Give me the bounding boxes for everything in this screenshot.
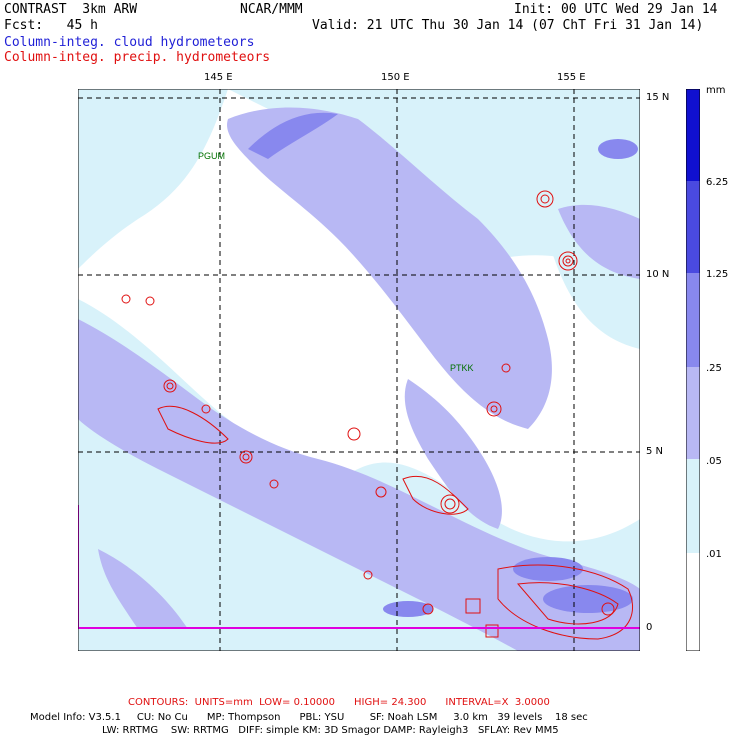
colorbar-band-4 — [686, 367, 700, 459]
model-info-line2: LW: RRTMG SW: RRTMG DIFF: simple KM: 3D … — [102, 725, 559, 736]
lat-label-5n: 5 N — [646, 446, 664, 457]
center-title: NCAR/MMM — [240, 2, 303, 17]
colorbar-unit: mm — [706, 85, 726, 96]
lon-label-155: 155 E — [557, 72, 586, 83]
lat-label-10n: 10 N — [646, 269, 670, 280]
colorbar-level-5: .01 — [706, 549, 722, 560]
lon-label-150: 150 E — [381, 72, 410, 83]
cloud-dark-shading — [248, 112, 638, 617]
model-info-line1: Model Info: V3.5.1 CU: No Cu MP: Thompso… — [30, 712, 588, 723]
forecast-hour: Fcst: 45 h — [4, 18, 98, 33]
colorbar-level-2: 1.25 — [706, 269, 729, 280]
colorbar-level-4: .05 — [706, 456, 722, 467]
colorbar-band-1 — [686, 89, 700, 181]
station-pgum: PGUM — [198, 151, 225, 161]
colorbar-band-6 — [686, 553, 700, 651]
cloud-field-title: Column-integ. cloud hydrometeors — [4, 35, 255, 50]
lon-label-145: 145 E — [204, 72, 233, 83]
precip-field-title: Column-integ. precip. hydrometeors — [4, 50, 271, 65]
colorbar-band-2 — [686, 181, 700, 273]
colorbar-level-1: 6.25 — [706, 177, 729, 188]
precip-contours — [121, 190, 634, 640]
lat-label-15n: 15 N — [646, 92, 670, 103]
coast-boundary — [78, 505, 640, 629]
init-time: Init: 00 UTC Wed 29 Jan 14 — [514, 2, 718, 17]
valid-time: Valid: 21 UTC Thu 30 Jan 14 (07 ChT Fri … — [312, 18, 704, 33]
colorbar-level-3: .25 — [706, 363, 722, 374]
station-ptkk: PTKK — [450, 363, 474, 373]
cloud-mid-shading — [78, 107, 640, 651]
colorbar-band-5 — [686, 459, 700, 553]
colorbar — [686, 89, 700, 651]
contour-info: CONTOURS: UNITS=mm LOW= 0.10000 HIGH= 24… — [128, 697, 550, 708]
model-title: CONTRAST 3km ARW — [4, 2, 138, 17]
forecast-map: PGUM PTKK — [78, 89, 640, 651]
colorbar-band-3 — [686, 273, 700, 367]
lat-label-0: 0 — [646, 622, 653, 633]
